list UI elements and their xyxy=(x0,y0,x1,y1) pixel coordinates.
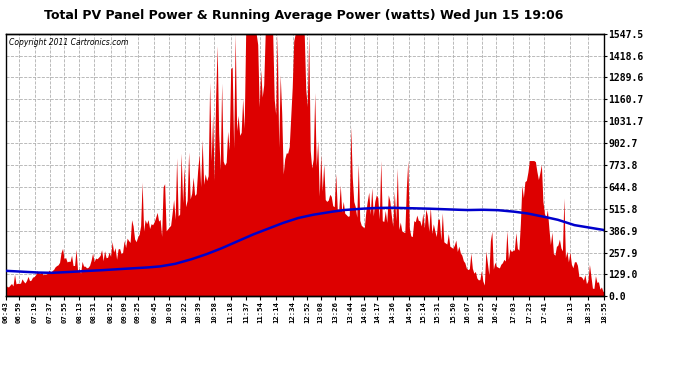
Text: Total PV Panel Power & Running Average Power (watts) Wed Jun 15 19:06: Total PV Panel Power & Running Average P… xyxy=(44,9,563,22)
Text: Copyright 2011 Cartronics.com: Copyright 2011 Cartronics.com xyxy=(8,38,128,47)
